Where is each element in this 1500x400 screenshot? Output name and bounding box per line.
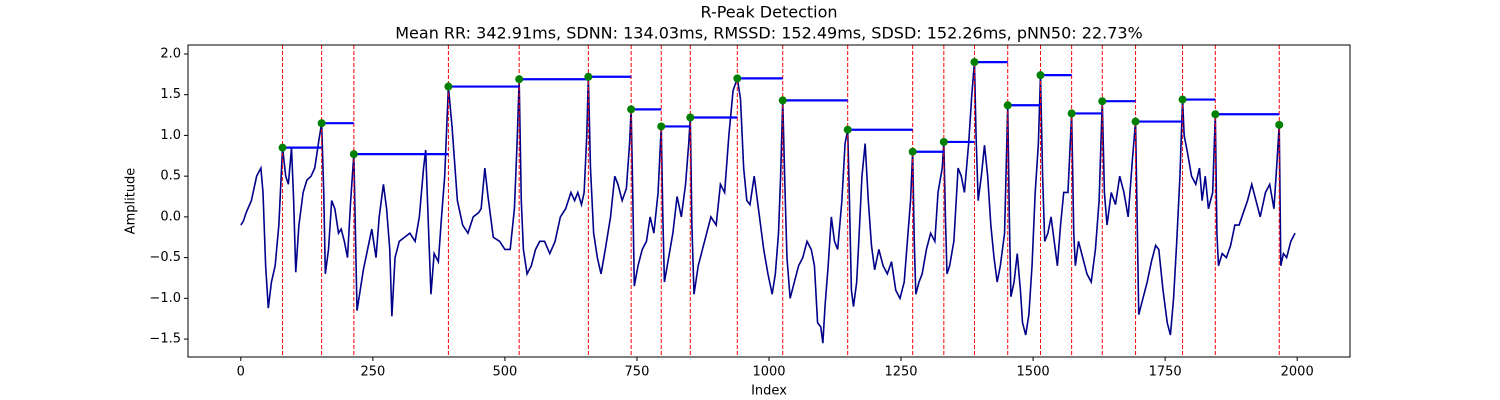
peak-point [939,137,948,146]
x-tick-label: 750 [625,365,650,380]
chart-title: R-Peak Detection [700,3,837,22]
y-tick-label: 1.5 [160,87,181,102]
y-tick-label: 0.5 [160,169,181,184]
peak-point [1098,97,1107,106]
y-tick-label: 2.0 [160,46,181,61]
peak-point [657,122,666,131]
chart-subtitle: Mean RR: 342.91ms, SDNN: 134.03ms, RMSSD… [395,24,1143,43]
peak-point [349,150,358,159]
y-tick-label: −0.5 [149,250,181,265]
x-tick-label: 250 [360,365,385,380]
peak-point [778,96,787,105]
peak-point [515,75,524,84]
plot-frame [187,44,1351,358]
x-axis-label: Index [751,384,787,399]
y-tick-label: 1.0 [160,128,181,143]
signal-line [240,62,1296,344]
peak-point [278,143,287,152]
x-tick-label: 1500 [1017,365,1050,380]
peak-point [1211,110,1220,119]
peak-point [317,119,326,128]
x-tick-label: 0 [237,365,245,380]
peak-point [584,72,593,81]
peak-point [1178,95,1187,104]
x-tick-label: 1250 [884,365,917,380]
x-tick-label: 1750 [1149,365,1182,380]
x-tick-label: 1000 [752,365,785,380]
y-tick-label: −1.0 [149,291,181,306]
peak-point [908,147,917,156]
peak-point [444,82,453,91]
peak-point [1131,117,1140,126]
peak-point [627,105,636,114]
y-axis-label: Amplitude [124,168,139,235]
x-tick-label: 500 [492,365,517,380]
y-tick-label: −1.5 [149,332,181,347]
peak-point [843,125,852,134]
x-tick-label: 2000 [1281,365,1314,380]
peak-point [733,74,742,83]
peak-point [1036,71,1045,80]
peak-point [686,113,695,122]
peak-point [1275,120,1284,129]
y-tick-label: 0.0 [160,209,181,224]
peak-point [1067,109,1076,118]
peak-point [1003,101,1012,110]
peak-point [970,58,979,67]
